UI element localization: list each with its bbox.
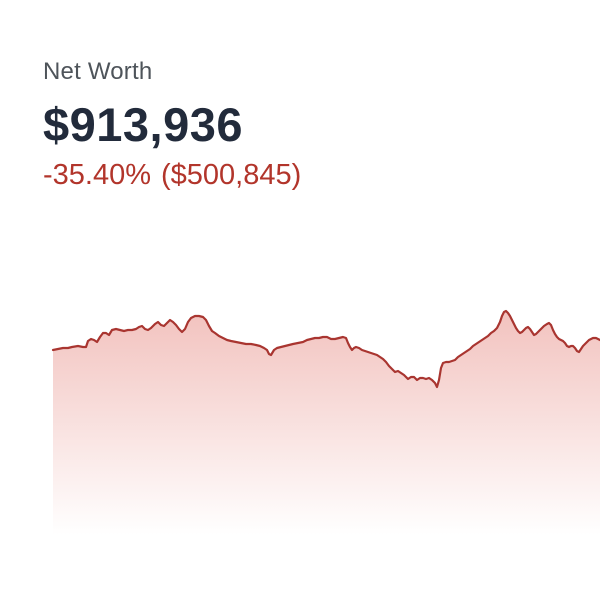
- chart-area-fill: [53, 311, 600, 604]
- change-amount: ($500,845): [161, 159, 302, 192]
- net-worth-header: Net Worth $913,936 -35.40% ($500,845): [43, 58, 301, 193]
- net-worth-change: -35.40% ($500,845): [43, 159, 301, 192]
- chart-line: [51, 309, 600, 389]
- net-worth-title: Net Worth: [43, 58, 153, 85]
- change-percent: -35.40%: [43, 159, 152, 192]
- net-worth-value: $913,936: [43, 97, 244, 151]
